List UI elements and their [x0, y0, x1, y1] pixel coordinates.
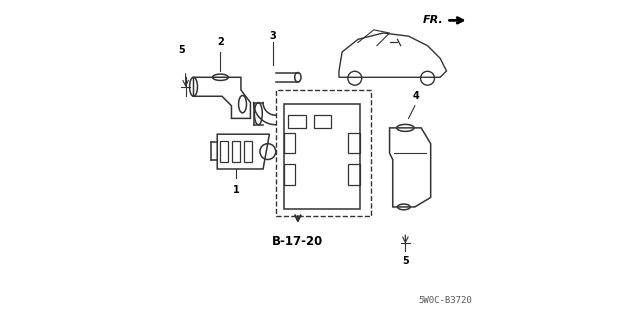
Bar: [276, 90, 371, 216]
Bar: [220, 141, 228, 162]
Bar: [348, 164, 360, 185]
Text: B-17-20: B-17-20: [272, 235, 323, 249]
Text: 2: 2: [217, 37, 224, 47]
Bar: [348, 133, 360, 153]
Bar: [284, 104, 360, 209]
Text: 3: 3: [269, 31, 276, 41]
Bar: [314, 115, 331, 128]
Bar: [244, 141, 252, 162]
Text: 5: 5: [178, 45, 185, 55]
Text: FR.: FR.: [422, 15, 444, 26]
Bar: [284, 164, 294, 185]
Bar: [232, 141, 240, 162]
Text: 1: 1: [233, 185, 239, 195]
Bar: [289, 115, 306, 128]
Text: 5: 5: [402, 256, 409, 266]
Text: 5W0C-B3720: 5W0C-B3720: [418, 296, 472, 305]
Bar: [284, 133, 294, 153]
Text: 4: 4: [413, 91, 420, 101]
